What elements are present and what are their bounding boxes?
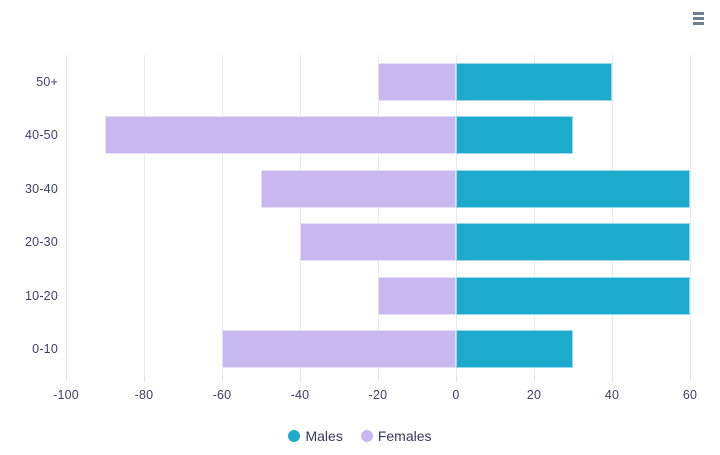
y-axis: 50+ 40-50 30-40 20-30 10-20 0-10 [0,55,58,376]
gridline [690,55,691,376]
bar-males-0-10[interactable] [456,330,573,369]
y-axis-label: 30-40 [25,181,58,196]
legend-item-males[interactable]: Males [288,428,343,444]
x-axis-tick [690,376,691,382]
plot-area [66,55,691,382]
gridline [222,55,223,376]
x-axis-label: -80 [134,388,154,402]
gridline [534,55,535,376]
gridline [300,55,301,376]
chart-legend: Males Females [0,428,720,444]
x-axis-label: -20 [368,388,388,402]
x-axis-tick [456,376,457,382]
bar-females-50+[interactable] [378,62,456,101]
y-axis-label: 20-30 [25,235,58,250]
bar-females-10-20[interactable] [378,276,456,315]
bar-males-10-20[interactable] [456,276,690,315]
y-axis-label: 0-10 [32,342,58,357]
x-axis-label: 40 [604,388,620,402]
gridline [612,55,613,376]
bar-females-40-50[interactable] [105,116,456,155]
x-axis-label: -60 [212,388,232,402]
gridline [66,55,67,376]
x-axis-tick [300,376,301,382]
gridline [378,55,379,376]
bar-males-30-40[interactable] [456,169,690,208]
x-axis-label: -40 [290,388,310,402]
bar-females-20-30[interactable] [300,223,456,262]
x-axis-tick [222,376,223,382]
x-axis-label: 0 [452,388,460,402]
x-axis-tick [378,376,379,382]
x-axis-label: 60 [682,388,698,402]
bar-males-20-30[interactable] [456,223,690,262]
bar-females-0-10[interactable] [222,330,456,369]
menu-icon-line [693,17,704,20]
x-axis: -100 -80 -60 -40 -20 0 20 40 60 [53,388,697,404]
legend-marker-females [360,430,373,442]
x-axis-tick [144,376,145,382]
legend-marker-males [288,430,301,442]
x-axis-label: 20 [526,388,542,402]
menu-icon-line [693,12,704,15]
x-axis-tick [612,376,613,382]
bar-females-30-40[interactable] [261,169,456,208]
legend-item-females[interactable]: Females [360,428,432,444]
y-axis-label: 10-20 [25,288,58,303]
x-axis-tick [66,376,67,382]
gridline [144,55,145,376]
bar-males-40-50[interactable] [456,116,573,155]
gridline [456,55,457,376]
bar-males-50+[interactable] [456,62,612,101]
chart-menu-icon[interactable] [693,12,704,25]
legend-label: Males [305,428,343,444]
menu-icon-line [693,22,704,25]
x-axis-label: -100 [53,388,79,402]
y-axis-label: 50+ [36,74,58,89]
legend-label: Females [377,428,432,444]
x-axis-tick [534,376,535,382]
y-axis-label: 40-50 [25,128,58,143]
